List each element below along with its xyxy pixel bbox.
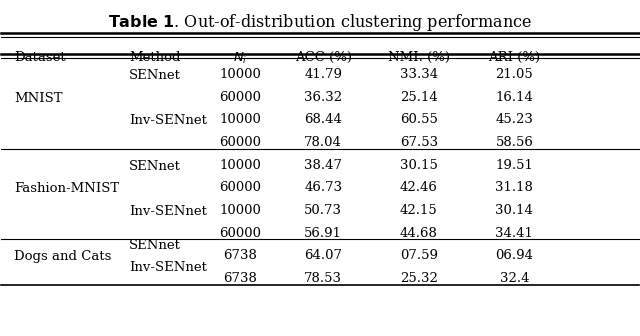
- Text: 64.07: 64.07: [304, 249, 342, 262]
- Text: SENnet: SENnet: [129, 239, 180, 252]
- Text: 21.05: 21.05: [495, 68, 533, 81]
- Text: 30.14: 30.14: [495, 204, 533, 217]
- Text: Inv-SENnet: Inv-SENnet: [129, 114, 207, 127]
- Text: 78.04: 78.04: [304, 136, 342, 149]
- Text: 60000: 60000: [220, 136, 261, 149]
- Text: 30.15: 30.15: [400, 159, 438, 172]
- Text: 34.41: 34.41: [495, 227, 533, 240]
- Text: 33.34: 33.34: [400, 68, 438, 81]
- Text: NMI. (%): NMI. (%): [388, 51, 450, 65]
- Text: 10000: 10000: [220, 68, 261, 81]
- Text: Method: Method: [129, 51, 180, 65]
- Text: $N_i$: $N_i$: [233, 51, 248, 67]
- Text: 42.46: 42.46: [400, 181, 438, 194]
- Text: 25.14: 25.14: [400, 91, 438, 104]
- Text: 06.94: 06.94: [495, 249, 533, 262]
- Text: 60.55: 60.55: [400, 113, 438, 126]
- Text: 60000: 60000: [220, 91, 261, 104]
- Text: 56.91: 56.91: [304, 227, 342, 240]
- Text: $\mathbf{Table\ 1}$. Out-of-distribution clustering performance: $\mathbf{Table\ 1}$. Out-of-distribution…: [108, 12, 532, 33]
- Text: 32.4: 32.4: [500, 272, 529, 285]
- Text: 68.44: 68.44: [304, 113, 342, 126]
- Text: 46.73: 46.73: [304, 181, 342, 194]
- Text: SENnet: SENnet: [129, 160, 180, 172]
- Text: ARI (%): ARI (%): [488, 51, 540, 65]
- Text: SENnet: SENnet: [129, 69, 180, 82]
- Text: 19.51: 19.51: [495, 159, 533, 172]
- Text: 6738: 6738: [223, 272, 257, 285]
- Text: 31.18: 31.18: [495, 181, 533, 194]
- Text: 67.53: 67.53: [400, 136, 438, 149]
- Text: Inv-SENnet: Inv-SENnet: [129, 261, 207, 275]
- Text: Inv-SENnet: Inv-SENnet: [129, 205, 207, 218]
- Text: 78.53: 78.53: [304, 272, 342, 285]
- Text: MNIST: MNIST: [14, 91, 63, 104]
- Text: Fashion-MNIST: Fashion-MNIST: [14, 182, 119, 195]
- Text: 10000: 10000: [220, 204, 261, 217]
- Text: 6738: 6738: [223, 249, 257, 262]
- Text: 07.59: 07.59: [400, 249, 438, 262]
- Text: 10000: 10000: [220, 159, 261, 172]
- Text: 45.23: 45.23: [495, 113, 533, 126]
- Text: 50.73: 50.73: [304, 204, 342, 217]
- Text: 10000: 10000: [220, 113, 261, 126]
- Text: 60000: 60000: [220, 227, 261, 240]
- Text: 38.47: 38.47: [304, 159, 342, 172]
- Text: 41.79: 41.79: [304, 68, 342, 81]
- Text: 16.14: 16.14: [495, 91, 533, 104]
- Text: Dogs and Cats: Dogs and Cats: [14, 250, 111, 263]
- Text: 58.56: 58.56: [495, 136, 533, 149]
- Text: Dataset: Dataset: [14, 51, 66, 65]
- Text: ACC (%): ACC (%): [294, 51, 352, 65]
- Text: 25.32: 25.32: [400, 272, 438, 285]
- Text: 44.68: 44.68: [400, 227, 438, 240]
- Text: 42.15: 42.15: [400, 204, 438, 217]
- Text: 36.32: 36.32: [304, 91, 342, 104]
- Text: 60000: 60000: [220, 181, 261, 194]
